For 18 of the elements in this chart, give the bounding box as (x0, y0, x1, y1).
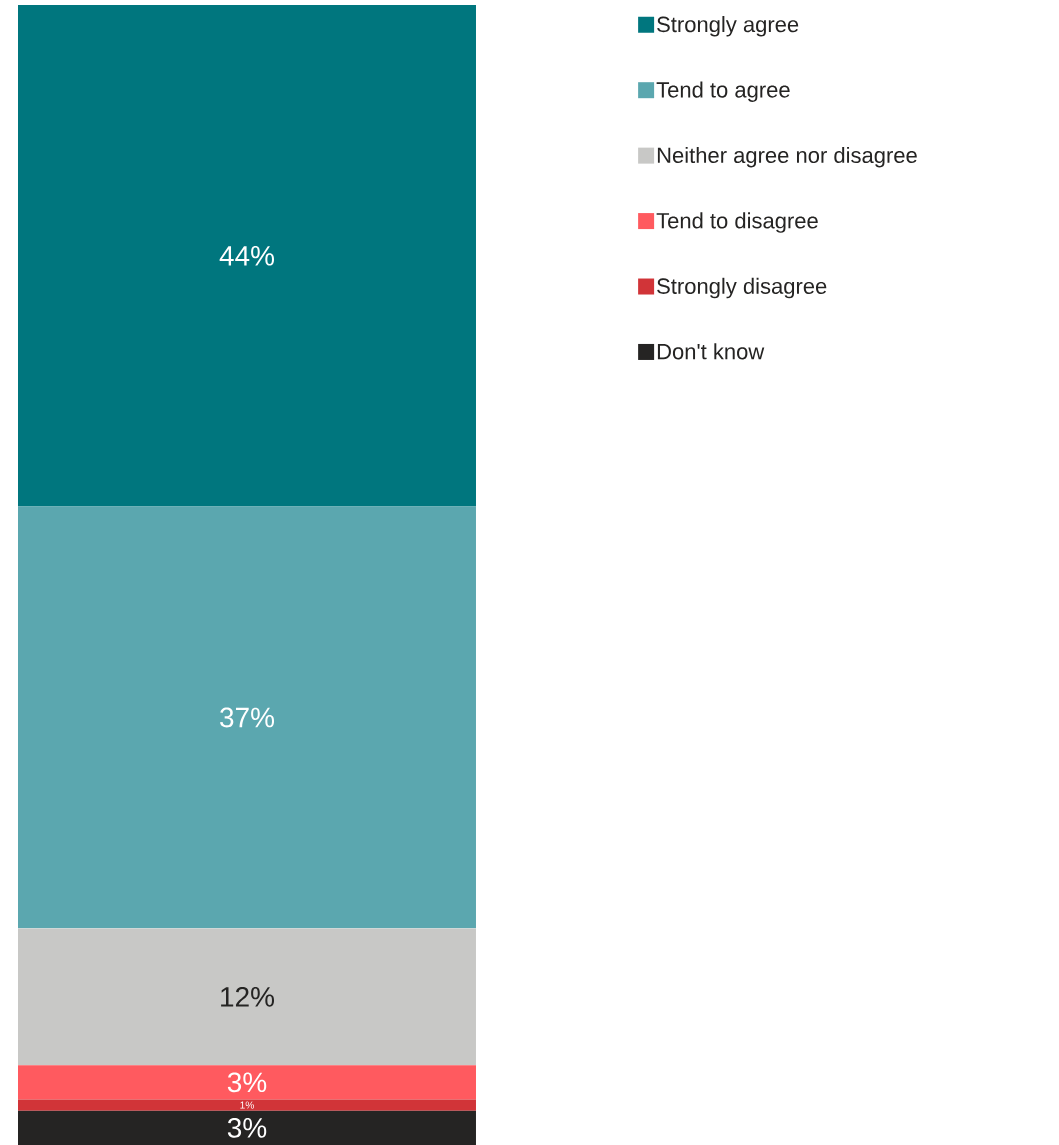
data-label: 3% (227, 1072, 267, 1093)
legend-label: Don't know (657, 343, 765, 360)
legend-label: Tend to disagree (656, 212, 818, 233)
legend-label: Neither agree nor disagree (657, 146, 917, 168)
bar (18, 1110, 476, 1145)
bar (18, 4, 476, 507)
bar (18, 928, 476, 1066)
data-label: 1% (240, 1101, 255, 1109)
legend-label: Strongly disagree (657, 277, 827, 299)
bar (18, 1099, 476, 1111)
legend-label: Tend to agree (656, 81, 790, 102)
bar (18, 506, 476, 929)
data-label: 12% (221, 986, 275, 1007)
bar (18, 1065, 476, 1100)
data-label: 44% (219, 245, 275, 266)
legend-label: Strongly agree (657, 16, 799, 37)
data-label: 3% (227, 1117, 267, 1138)
data-label: 37% (220, 707, 275, 728)
